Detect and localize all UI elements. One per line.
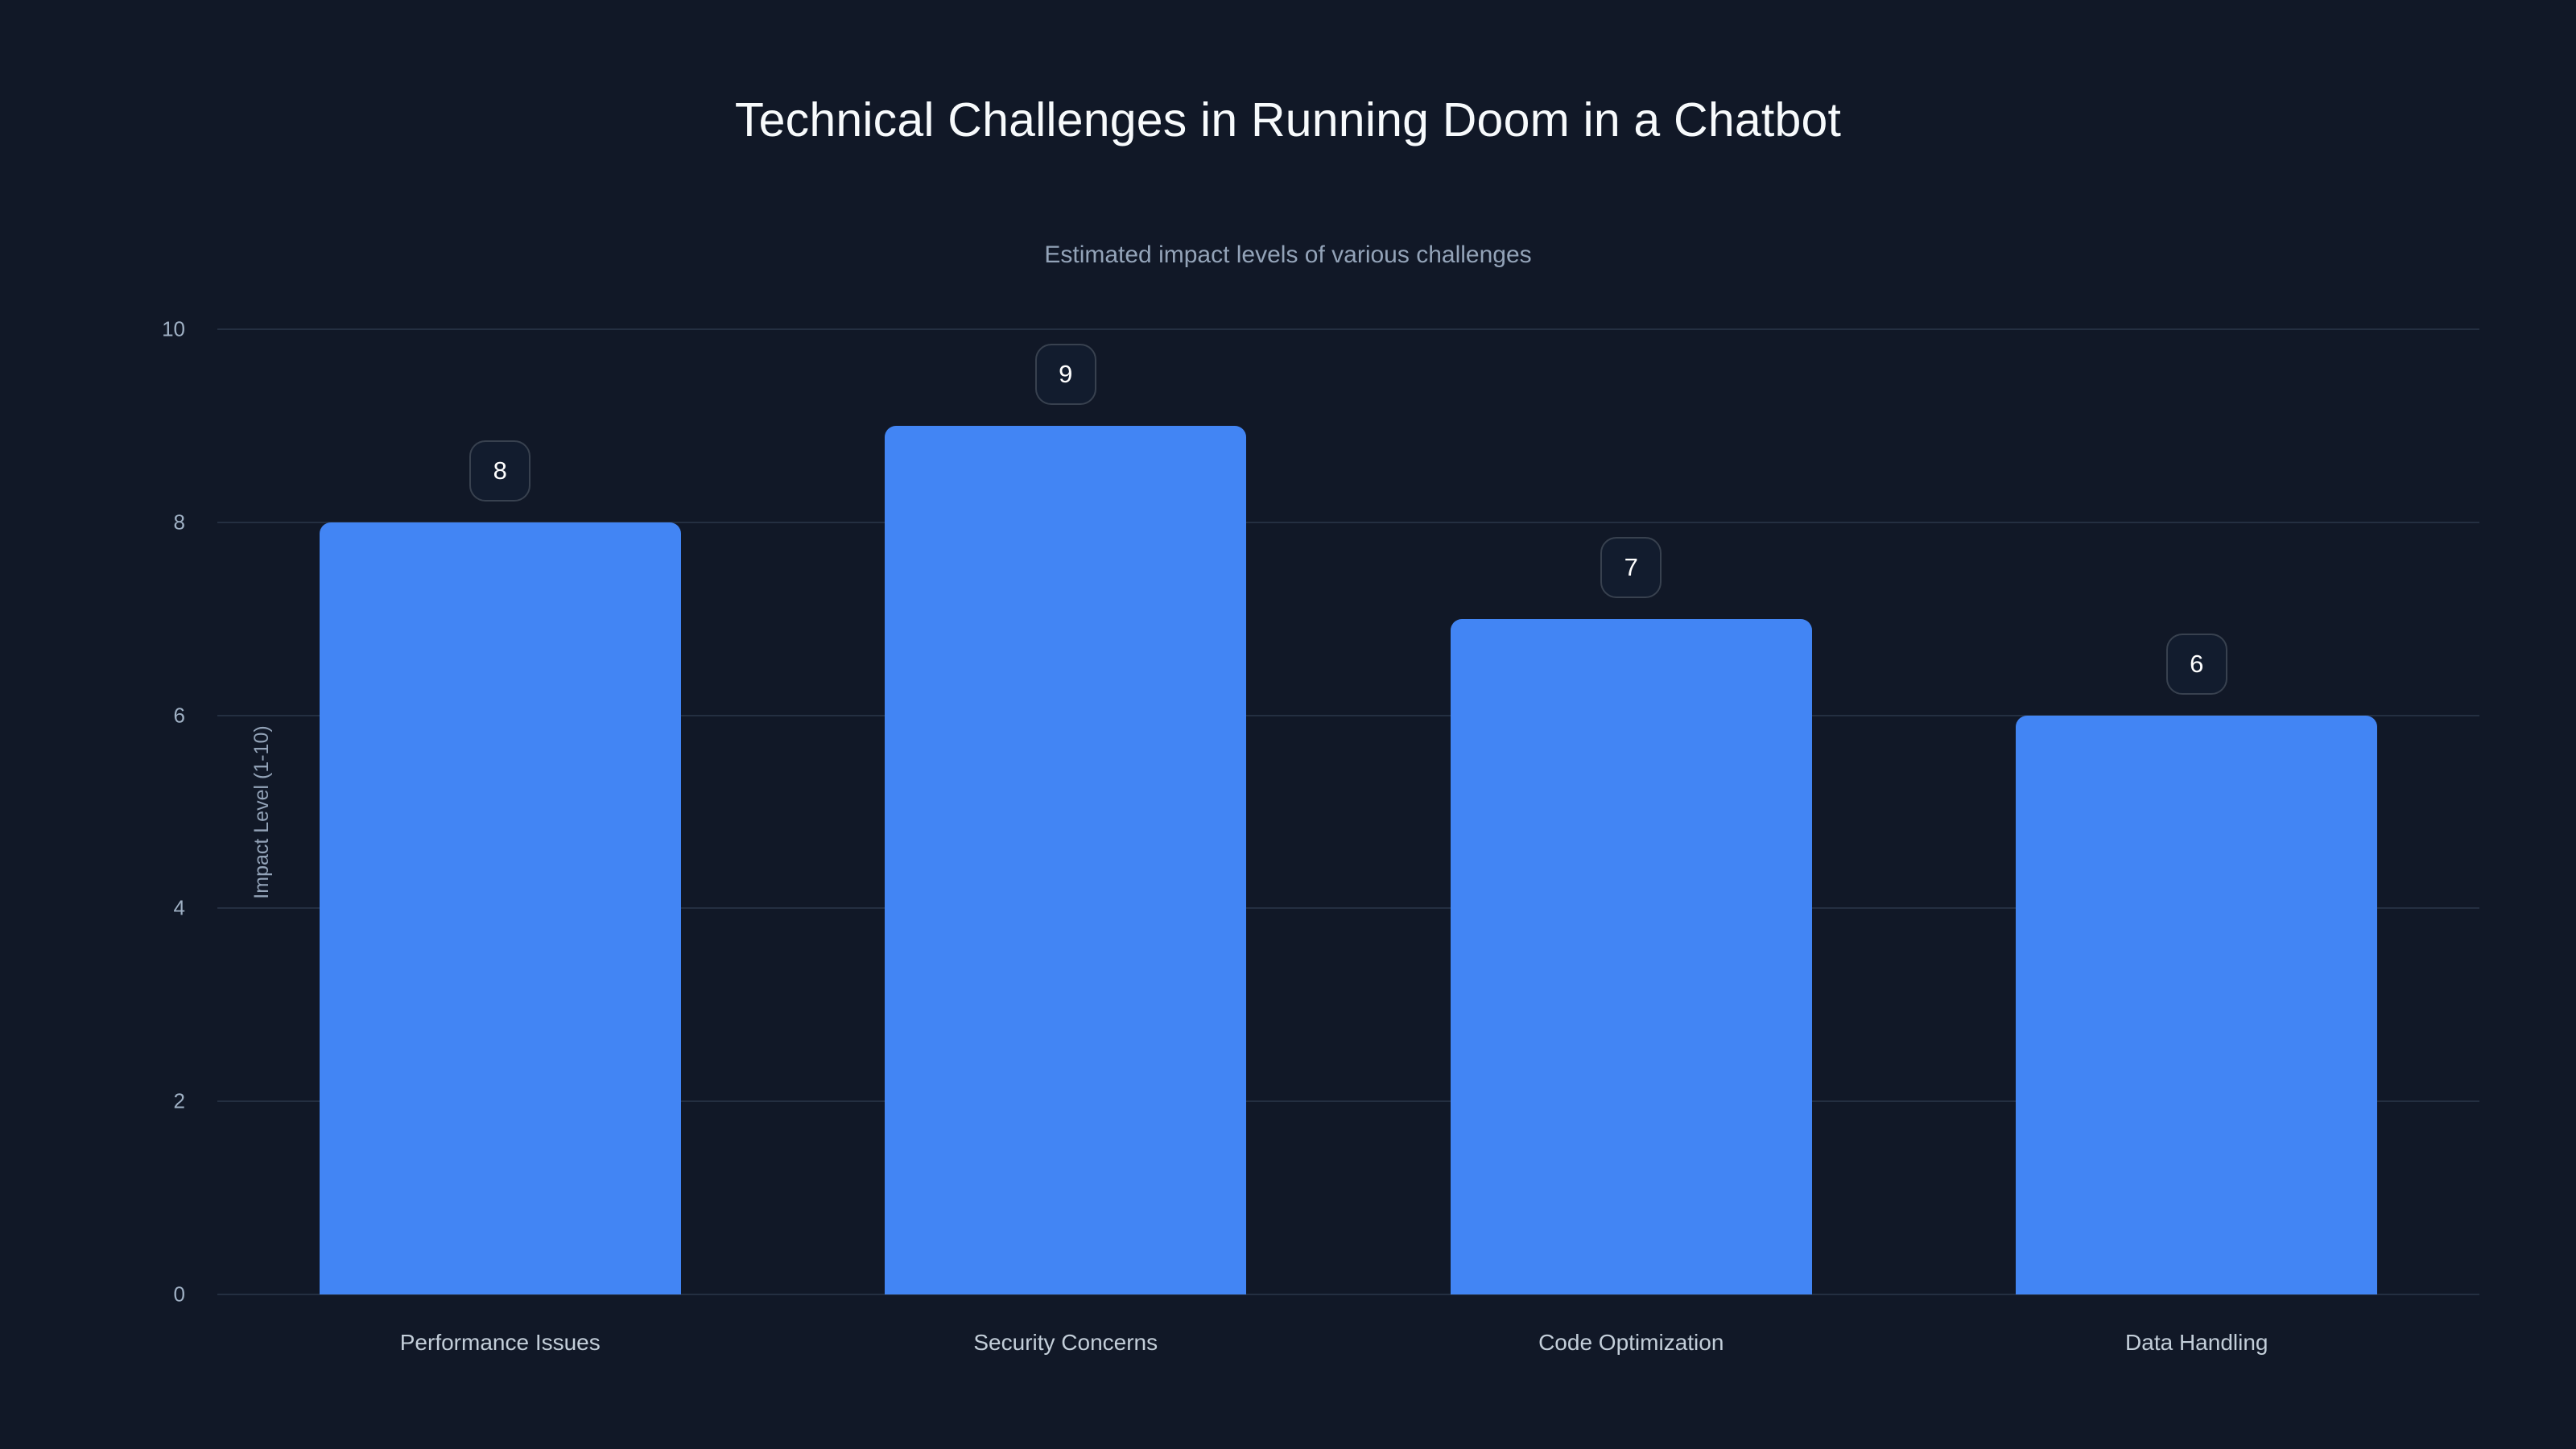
gridline-6 (217, 714, 2479, 716)
bar-3[interactable] (2016, 715, 2378, 1294)
x-tick-label-1: Security Concerns (973, 1330, 1158, 1355)
y-tick-label-2: 2 (173, 1088, 185, 1113)
gridline-2 (217, 1100, 2479, 1103)
value-badge-3: 6 (2165, 633, 2227, 695)
gridline-8 (217, 521, 2479, 523)
y-axis-title: Impact Level (1-10) (250, 724, 274, 899)
y-tick-label-8: 8 (173, 510, 185, 535)
x-tick-label-0: Performance Issues (399, 1330, 601, 1355)
plot-area: Impact Level (1-10) 0 2 4 6 8 10 8 9 7 6 (162, 317, 2479, 1307)
gridline-0 (217, 1294, 2479, 1295)
chart-subtitle: Estimated impact levels of various chall… (1044, 242, 1532, 268)
gridline-4 (217, 907, 2479, 910)
value-badge-0: 8 (469, 440, 531, 502)
bar-1[interactable] (885, 425, 1247, 1294)
bar-0[interactable] (319, 522, 681, 1294)
value-badge-2: 7 (1600, 536, 1662, 598)
y-tick-label-6: 6 (173, 703, 185, 728)
bar-2[interactable] (1450, 618, 1812, 1294)
y-tick-label-0: 0 (173, 1282, 185, 1307)
gridline-10 (217, 328, 2479, 330)
x-tick-label-3: Data Handling (2125, 1330, 2268, 1355)
x-tick-label-2: Code Optimization (1538, 1330, 1724, 1355)
y-tick-label-4: 4 (173, 895, 185, 920)
value-badge-1: 9 (1034, 343, 1096, 405)
chart-title: Technical Challenges in Running Doom in … (734, 93, 1842, 147)
y-tick-label-10: 10 (162, 316, 185, 341)
